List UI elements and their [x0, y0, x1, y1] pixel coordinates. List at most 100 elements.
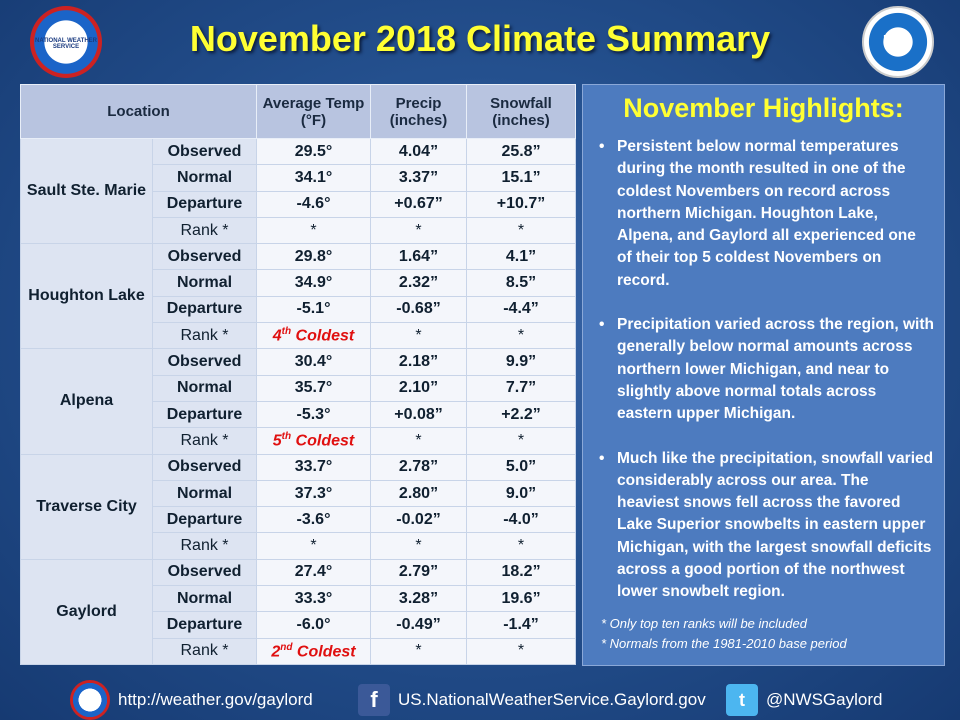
table-cell: *	[369, 637, 468, 665]
location-name: Houghton Lake	[20, 243, 153, 350]
table-cell: +0.08”	[369, 400, 468, 429]
table-cell: 4.1”	[466, 243, 576, 271]
row-label: Departure	[152, 190, 257, 218]
table-cell: 4.04”	[369, 137, 468, 166]
row-label: Normal	[152, 269, 257, 297]
row-label: Departure	[152, 611, 257, 639]
climate-table: Location Average Temp (°F) Precip (inche…	[20, 84, 576, 665]
table-row: Normal 37.3° 2.80” 9.0”	[21, 479, 576, 508]
row-label: Normal	[152, 585, 257, 613]
row-label: Normal	[152, 164, 257, 192]
table-cell: 2.10”	[369, 374, 468, 402]
table-cell: 27.4°	[256, 558, 371, 587]
table-row: Gaylord Observed 27.4° 2.79” 18.2”	[20, 558, 576, 665]
header-avg-temp: Average Temp (°F)	[256, 84, 371, 139]
row-label: Rank *	[152, 637, 257, 665]
row-label: Normal	[152, 479, 257, 508]
table-row: Rank * * * *	[21, 216, 576, 245]
table-cell: 33.3°	[256, 585, 371, 613]
highlight-bullet: Much like the precipitation, snowfall va…	[597, 448, 934, 604]
table-cell: 2nd Coldest	[256, 637, 371, 665]
table-cell: 3.37”	[369, 164, 468, 192]
location-name: Alpena	[20, 348, 153, 455]
row-label: Departure	[152, 295, 257, 324]
table-cell: *	[369, 322, 468, 350]
table-cell: 2.78”	[369, 453, 468, 481]
row-label: Observed	[152, 453, 257, 481]
table-cell: 29.8°	[256, 243, 371, 271]
rank-word: Coldest	[291, 327, 355, 345]
note-normals: * Normals from the 1981-2010 base period	[601, 635, 847, 651]
header-location: Location	[20, 84, 257, 139]
table-cell: 29.5°	[256, 137, 371, 166]
row-label: Observed	[152, 137, 257, 166]
table-cell: *	[369, 216, 468, 245]
table-row: Alpena Observed 30.4° 2.18” 9.9”	[20, 348, 576, 455]
table-cell: 9.9”	[466, 348, 576, 376]
table-row: Traverse City Observed 33.7° 2.78” 5.0”	[20, 453, 576, 560]
table-row: Normal 35.7° 2.10” 7.7”	[21, 374, 576, 402]
footer: http://weather.gov/gaylord f US.National…	[0, 676, 960, 720]
table-cell: 1.64”	[369, 243, 468, 271]
table-cell: *	[369, 532, 468, 560]
table-cell: *	[256, 532, 371, 560]
table-cell: -1.4”	[466, 611, 576, 639]
table-cell: 33.7°	[256, 453, 371, 481]
table-row: Normal 34.9° 2.32” 8.5”	[21, 269, 576, 297]
row-label: Rank *	[152, 532, 257, 560]
rank-suffix: nd	[280, 641, 293, 653]
row-label: Observed	[152, 558, 257, 587]
table-cell: *	[256, 216, 371, 245]
row-label: Observed	[152, 243, 257, 271]
table-cell: 2.80”	[369, 479, 468, 508]
table-cell: *	[466, 427, 576, 455]
table-cell: -3.6°	[256, 506, 371, 534]
row-label: Rank *	[152, 216, 257, 245]
table-cell: 34.9°	[256, 269, 371, 297]
table-row: Normal 33.3° 3.28” 19.6”	[21, 585, 576, 613]
nws-logo: NATIONAL WEATHER SERVICE	[30, 6, 102, 78]
highlights-panel: November Highlights: Persistent below no…	[582, 84, 945, 666]
table-row: Departure -5.3° +0.08” +2.2”	[21, 400, 576, 429]
facebook-icon: f	[358, 684, 390, 716]
table-row: Houghton Lake Observed 29.8° 1.64” 4.1”	[20, 243, 576, 350]
highlight-bullet: Persistent below normal temperatures dur…	[597, 136, 934, 292]
table-cell: -0.49”	[369, 611, 468, 639]
table-cell: 7.7”	[466, 374, 576, 402]
table-cell: -0.68”	[369, 295, 468, 324]
table-row: Normal 34.1° 3.37” 15.1”	[21, 164, 576, 192]
table-cell: 18.2”	[466, 558, 576, 587]
table-cell: 4th Coldest	[256, 322, 371, 350]
rank-word: Coldest	[292, 642, 356, 660]
highlights-title: November Highlights:	[623, 93, 904, 123]
table-row: Rank * 4th Coldest * *	[21, 322, 576, 350]
table-cell: -4.0”	[466, 506, 576, 534]
rank-suffix: th	[281, 326, 292, 338]
table-row: Sault Ste. Marie Observed 29.5° 4.04” 25.8”	[20, 137, 576, 245]
table-cell: -4.6°	[256, 190, 371, 218]
website-link[interactable]: http://weather.gov/gaylord	[70, 680, 313, 720]
table-cell: 3.28”	[369, 585, 468, 613]
table-cell: 35.7°	[256, 374, 371, 402]
table-cell: 37.3°	[256, 479, 371, 508]
table-cell: -6.0°	[256, 611, 371, 639]
table-cell: +10.7”	[466, 190, 576, 218]
table-cell: -0.02”	[369, 506, 468, 534]
nws-small-logo-icon	[70, 680, 110, 720]
header-snowfall: Snowfall (inches)	[466, 84, 576, 139]
rank-word: Coldest	[291, 432, 355, 450]
rank-number: 4	[272, 327, 282, 345]
row-label: Departure	[152, 400, 257, 429]
twitter-link[interactable]: t @NWSGaylord	[726, 684, 882, 716]
table-cell: +2.2”	[466, 400, 576, 429]
table-cell: *	[369, 427, 468, 455]
table-row: Departure -6.0° -0.49” -1.4”	[21, 611, 576, 639]
table-cell: 15.1”	[466, 164, 576, 192]
note-ranks: * Only top ten ranks will be included	[601, 615, 807, 631]
table-cell: -5.3°	[256, 400, 371, 429]
rank-number: 2	[271, 642, 281, 660]
table-cell: *	[466, 216, 576, 245]
table-cell: 19.6”	[466, 585, 576, 613]
table-cell: 30.4°	[256, 348, 371, 376]
facebook-link[interactable]: f US.NationalWeatherService.Gaylord.gov	[358, 684, 706, 716]
